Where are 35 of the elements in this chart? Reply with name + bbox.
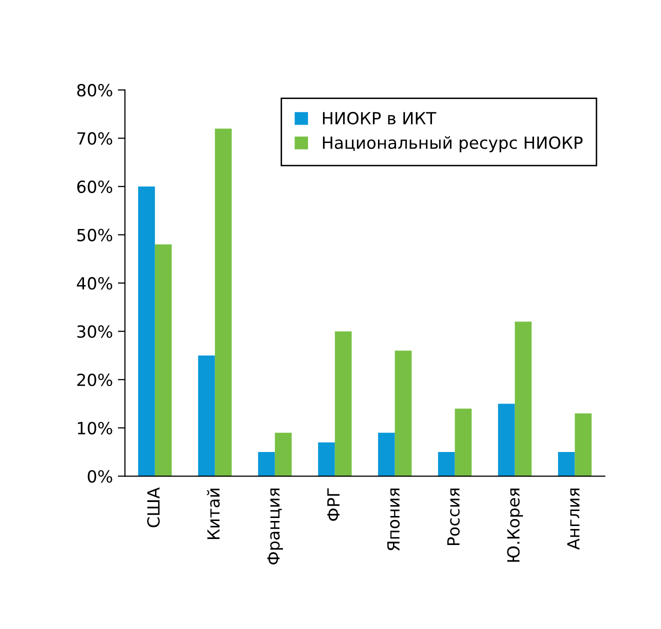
y-tick-label: 40%: [76, 277, 112, 290]
bar: [574, 413, 592, 476]
bar: [514, 322, 532, 476]
y-tick-label: 50%: [77, 228, 112, 242]
legend-label: НИОКР в ИКТ: [322, 112, 436, 125]
y-tick-label: 70%: [77, 132, 112, 145]
x-tick-label: Франция: [267, 488, 283, 565]
bar: [198, 355, 215, 476]
x-tick-label: Китай: [206, 488, 220, 540]
x-tick-label: Россия: [447, 488, 460, 546]
bar: [394, 350, 412, 476]
bar: [438, 452, 455, 476]
bar: [154, 244, 172, 476]
y-tick-label: 60%: [77, 180, 112, 194]
x-tick-label: Япония: [387, 488, 400, 551]
y-tick-label: 30%: [77, 325, 112, 338]
y-tick-label: 0%: [88, 470, 112, 483]
y-tick-label: 80%: [77, 84, 112, 97]
bar: [378, 432, 395, 476]
x-tick-label: Ю.Корея: [507, 488, 523, 562]
bar: [498, 404, 515, 476]
bar: [214, 128, 232, 476]
bar: [274, 432, 292, 476]
legend-label: Национальный ресурс НИОКР: [322, 136, 583, 152]
x-tick-label: США: [147, 487, 160, 528]
bar: [138, 186, 155, 476]
bar: [454, 408, 472, 476]
bar: [558, 452, 575, 476]
bar: [334, 331, 352, 476]
x-tick-label: Англия: [567, 488, 580, 550]
bar: [258, 452, 275, 476]
y-tick-label: 10%: [78, 422, 112, 434]
y-tick-label: 20%: [77, 374, 112, 386]
bar: [318, 442, 335, 476]
x-tick-label: ФРГ: [327, 488, 340, 521]
